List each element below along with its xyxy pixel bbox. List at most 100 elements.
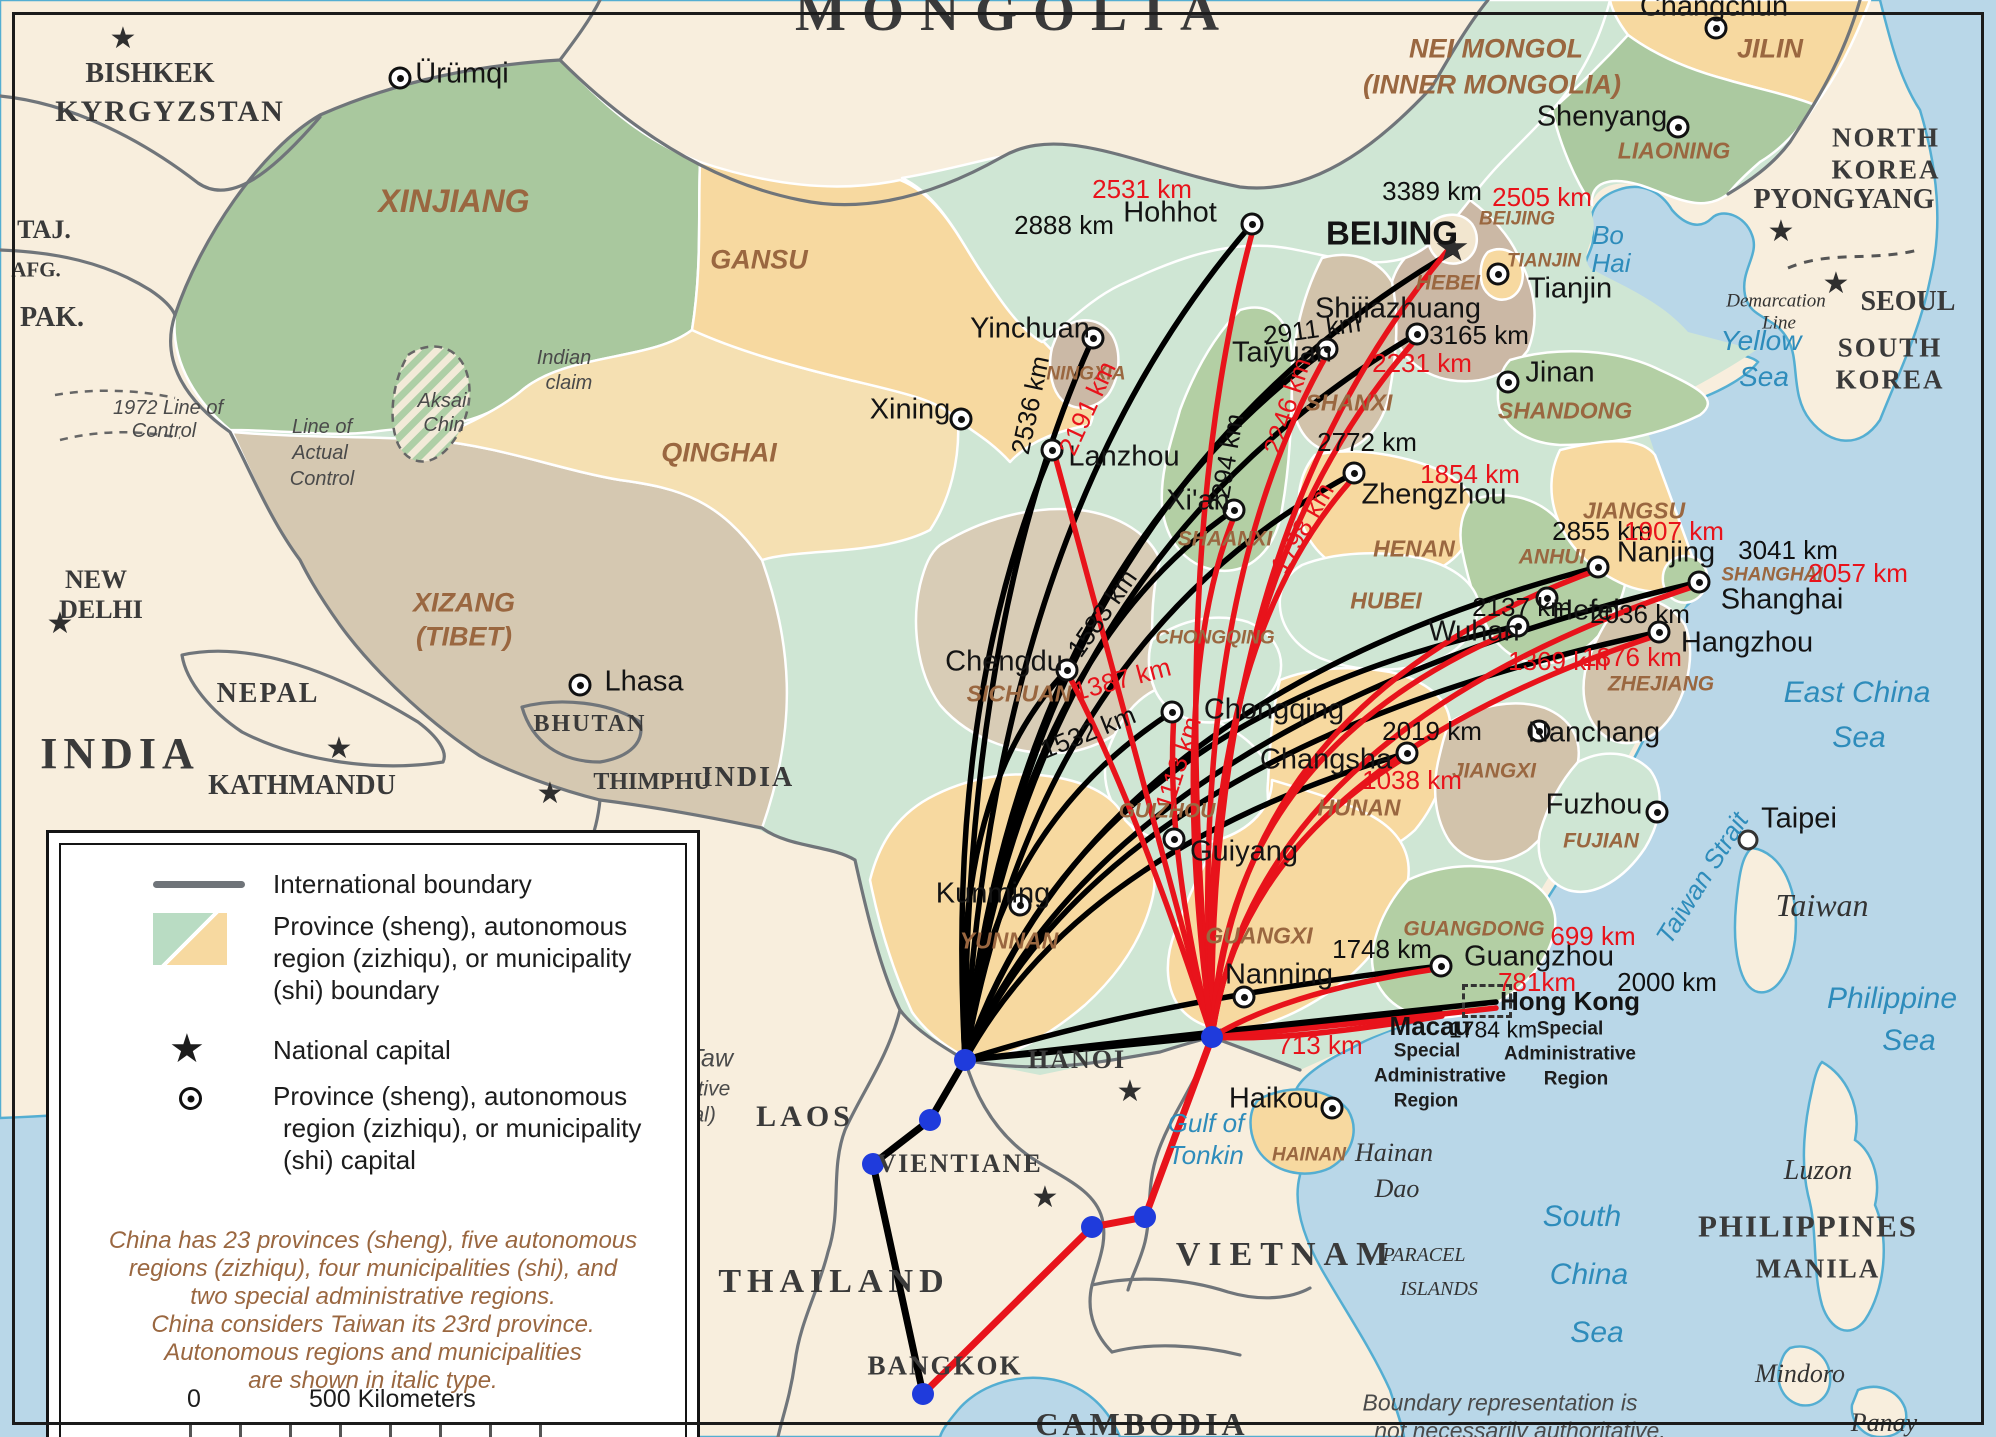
country-label-vietnam: VIETNAM bbox=[1175, 1236, 1397, 1273]
province-capital-marker-urumqi bbox=[388, 66, 412, 90]
country-label-korea: KOREA bbox=[1831, 154, 1941, 185]
legend-note-line4: China considers Taiwan its 23rd province… bbox=[151, 1311, 595, 1338]
distance-label-black-2036-km: 2036 km bbox=[1590, 599, 1690, 629]
black-route-line-xian bbox=[962, 507, 1237, 1063]
red-route-trunk bbox=[919, 1033, 1216, 1398]
red-route-waypoint-2 bbox=[1201, 1026, 1223, 1048]
province-label-jilin: JILIN bbox=[1736, 33, 1804, 64]
city-label-tianjin: Tianjin bbox=[1527, 272, 1613, 305]
national-capital-star-hanoi: ★ bbox=[1116, 1075, 1144, 1108]
annotation-aksai: Aksai bbox=[417, 390, 467, 412]
sea-label-south: South bbox=[1542, 1200, 1622, 1233]
province-label-zhejiang: ZHEJIANG bbox=[1607, 672, 1715, 696]
city-label-macau: Macau bbox=[1389, 1011, 1471, 1041]
luzon-island bbox=[1802, 1060, 1885, 1332]
red-route-line-wuhan bbox=[1209, 625, 1523, 1040]
legend-note-line3: two special administrative regions. bbox=[190, 1283, 556, 1310]
province-capital-marker-yinchuan bbox=[1081, 326, 1105, 350]
physical-label-luzon: Luzon bbox=[1783, 1155, 1853, 1186]
country-label-laos: LAOS bbox=[756, 1100, 854, 1133]
legend-province-boundary-line1: Province (sheng), autonomous bbox=[273, 911, 628, 941]
province-label-nei-mongol: NEI MONGOL bbox=[1409, 33, 1583, 64]
distance-label-black-1784-km: 1784 km bbox=[1448, 1016, 1538, 1043]
sea-label-philippine: Philippine bbox=[1826, 982, 1958, 1015]
province-capital-marker-guiyang bbox=[1162, 827, 1186, 851]
province-capital-marker-xining bbox=[949, 407, 973, 431]
red-route-line-chengdu bbox=[1064, 669, 1215, 1040]
city-label-jinan: Jinan bbox=[1525, 356, 1595, 389]
city-label-taipei: Taipei bbox=[1761, 802, 1837, 835]
annotation-indian: Indian bbox=[536, 347, 592, 369]
province-capital-marker-guangzhou bbox=[1429, 954, 1453, 978]
city-circle-taipei bbox=[1737, 829, 1759, 851]
sea-label-east-china: East China bbox=[1783, 676, 1931, 709]
city-label-changsha: Changsha bbox=[1259, 743, 1393, 776]
country-label-south: SOUTH bbox=[1837, 332, 1943, 363]
province-capital-marker-chengdu bbox=[1055, 658, 1079, 682]
province-capital-marker-lhasa bbox=[568, 673, 592, 697]
province-label-guizhou: GUIZHOU bbox=[1118, 799, 1216, 823]
city-label-yinchuan: Yinchuan bbox=[970, 312, 1090, 345]
sea-label-bo: Bo bbox=[1592, 220, 1624, 250]
province-capital-marker-fuzhou bbox=[1645, 800, 1669, 824]
province-label-fujian: FUJIAN bbox=[1563, 829, 1639, 853]
distance-label-red-2231-km: 2231 km bbox=[1372, 348, 1472, 378]
country-label-afg: AFG. bbox=[11, 257, 61, 282]
annotation-line-of: Line of bbox=[291, 416, 353, 438]
city-label-lhasa: Lhasa bbox=[604, 665, 684, 698]
province-label-guangdong: GUANGDONG bbox=[1403, 917, 1545, 941]
distance-label-red-1907-km: 1907 km bbox=[1624, 516, 1724, 546]
black-route-line-shanghai bbox=[962, 579, 1702, 1063]
province-label-hunan: HUNAN bbox=[1317, 794, 1401, 821]
black-route-line-yinchuan bbox=[962, 335, 1096, 1063]
province-label-hubei: HUBEI bbox=[1350, 587, 1422, 614]
city-label-haikou: Haikou bbox=[1228, 1082, 1320, 1115]
city-label-lanzhou: Lanzhou bbox=[1068, 440, 1180, 473]
distance-label-black-2888-km: 2888 km bbox=[1014, 210, 1114, 240]
red-route-line-guangzhou bbox=[1209, 965, 1446, 1040]
physical-label-islands: ISLANDS bbox=[1400, 1278, 1478, 1300]
taiwan-island bbox=[1733, 846, 1798, 994]
legend-province-boundary-line2: region (zizhiqu), or municipality bbox=[273, 943, 632, 973]
distance-label-black-3041-km: 3041 km bbox=[1738, 535, 1838, 565]
sea-label-sea: Sea bbox=[1570, 1316, 1624, 1349]
province-capital-marker-hohhot bbox=[1240, 212, 1264, 236]
province-capital-marker-changsha bbox=[1395, 741, 1419, 765]
sar-label-administrative: Administrative bbox=[1374, 1065, 1506, 1087]
sea-label-hai: Hai bbox=[1591, 248, 1631, 278]
country-label-seoul: SEOUL bbox=[1860, 286, 1956, 317]
province-capital-marker-shanghai bbox=[1687, 570, 1711, 594]
country-label-vientiane: VIENTIANE bbox=[877, 1149, 1043, 1178]
legend-province-boundary-line3: (shi) boundary bbox=[273, 975, 440, 1005]
province-label-shaanxi: SHAANXI bbox=[1177, 527, 1273, 551]
city-label-guangzhou: Guangzhou bbox=[1464, 940, 1614, 973]
country-label-thimphu: THIMPHU bbox=[593, 769, 711, 795]
province-capital-marker-shenyang bbox=[1666, 115, 1690, 139]
country-label-thailand: THAILAND bbox=[718, 1263, 950, 1300]
city-label-wuhan: Wuhan bbox=[1428, 615, 1520, 648]
province-label-hebei: HEBEI bbox=[1415, 271, 1481, 295]
national-capital-star-bishkek: ★ bbox=[109, 22, 137, 55]
red-route-line-zhengzhou bbox=[1207, 472, 1359, 1040]
province-capital-marker-zhengzhou bbox=[1342, 461, 1366, 485]
scale-distance-label: 500 Kilometers bbox=[309, 1385, 476, 1413]
national-capital-icon: ★ bbox=[169, 1027, 205, 1071]
country-label-bhutan: BHUTAN bbox=[533, 711, 647, 737]
country-label-new: NEW bbox=[64, 565, 128, 594]
province-capital-marker-changchun bbox=[1704, 16, 1728, 40]
city-label-hangzhou: Hangzhou bbox=[1680, 626, 1814, 659]
distance-label-black-2855-km: 2855 km bbox=[1552, 516, 1652, 546]
distance-label-black-3389-km: 3389 km bbox=[1382, 176, 1482, 206]
province-label-beijing: BEIJING bbox=[1478, 208, 1556, 230]
province-label-qinghai: QINGHAI bbox=[661, 437, 777, 468]
distance-label-black-3165-km: 3165 km bbox=[1429, 320, 1529, 350]
province-label-shandong: SHANDONG bbox=[1497, 397, 1633, 424]
city-label-shenyang: Shenyang bbox=[1536, 100, 1668, 133]
red-route-waypoint-1 bbox=[1134, 1206, 1156, 1228]
country-label-hanoi: HANOI bbox=[1027, 1045, 1127, 1074]
province-label-jiangxi: JIANGXI bbox=[1451, 759, 1537, 783]
province-label-yunnan: YUNNAN bbox=[959, 927, 1059, 954]
annotation-not-necessarily-authoritative: not necessarily authoritative. bbox=[1374, 1417, 1666, 1437]
physical-label-mindoro: Mindoro bbox=[1754, 1359, 1846, 1388]
country-label-nepal: NEPAL bbox=[216, 678, 320, 709]
